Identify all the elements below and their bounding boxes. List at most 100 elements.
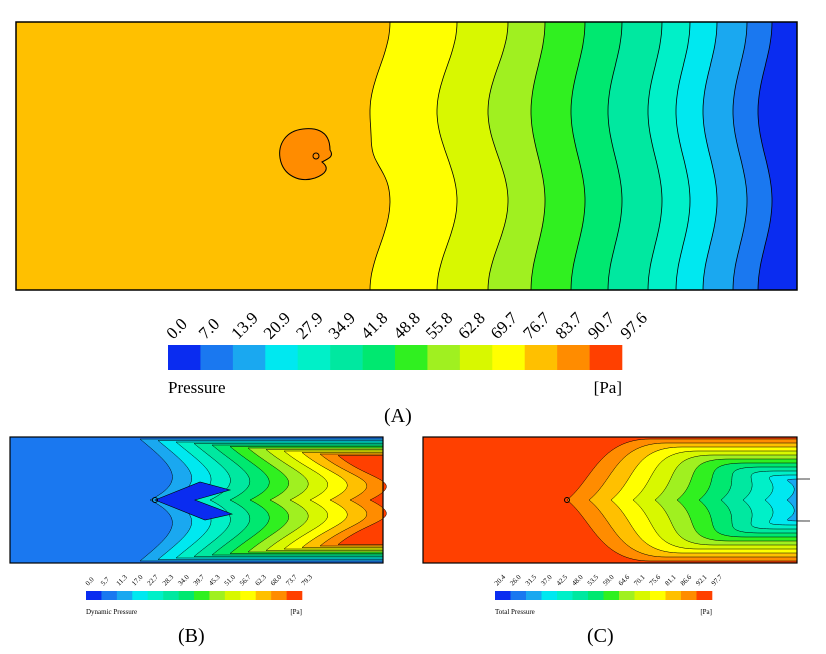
colorbar-tick-label: 45.3 (207, 573, 222, 588)
caption-b: (B) (178, 625, 205, 647)
colorbar-swatch (362, 345, 396, 370)
colorbar-tick-label: 20.9 (260, 308, 294, 342)
colorbar-swatch (286, 591, 303, 600)
colorbar-tick-label: 81.1 (663, 573, 678, 588)
colorbar-tick-label: 69.7 (487, 308, 522, 343)
colorbar-tick-label: 92.1 (694, 573, 709, 588)
colorbar-tick-label: 27.9 (292, 308, 326, 342)
colorbar-tick-label: 22.7 (146, 573, 161, 588)
plot-frame (422, 436, 798, 564)
colorbar-tick-label: 11.3 (115, 573, 129, 587)
colorbar-swatch (330, 345, 363, 370)
colorbar-swatch (101, 591, 118, 600)
contour-band (319, 453, 384, 547)
colorbar-tick-label: 64.6 (617, 573, 632, 588)
colorbar-tick-label: 70.1 (632, 573, 647, 588)
cylinder-low-velocity-region (154, 481, 234, 521)
colorbar-tick-label: 62.3 (254, 573, 269, 588)
colorbar-b: 0.0 5.7 11.3 17.0 22.7 28.3 34.0 39.7 45.3 51.0 56… (84, 573, 315, 616)
colorbar-title: Dynamic Pressure (86, 608, 137, 616)
colorbar-tick-label: 48.8 (389, 308, 423, 342)
colorbar-tick-label: 90.7 (584, 308, 619, 343)
colorbar-swatch (255, 591, 272, 600)
colorbar-swatch (147, 591, 164, 600)
colorbar-tick-label: 20.4 (493, 573, 508, 588)
colorbar-swatch (526, 591, 542, 600)
colorbar-swatch (589, 345, 623, 370)
caption-a: (A) (384, 405, 412, 427)
colorbar-swatch (116, 591, 133, 600)
colorbar-tick-label: 7.0 (195, 314, 223, 342)
plot-frame (9, 436, 384, 564)
colorbar-swatch (86, 591, 102, 600)
colorbar-tick-label: 0.0 (162, 314, 190, 342)
colorbar-tick-label: 97.6 (616, 308, 650, 342)
colorbar-tick-label: 55.8 (422, 308, 456, 342)
colorbar-swatch (427, 345, 461, 370)
colorbar-tick-label: 51.0 (223, 573, 238, 588)
colorbar-unit: [Pa] (290, 608, 302, 616)
colorbar-tick-label: 97.7 (710, 573, 725, 588)
colorbar-swatch (572, 591, 589, 600)
colorbar-swatch (232, 345, 266, 370)
colorbar-swatch (168, 345, 201, 370)
colorbar-tick-label: 48.0 (570, 573, 585, 588)
colorbar-tick-label: 31.5 (524, 573, 539, 588)
cylinder (152, 497, 158, 503)
colorbar-title: Total Pressure (495, 608, 535, 616)
colorbar-swatch (132, 591, 149, 600)
colorbar-tick-label: 62.8 (454, 308, 488, 342)
colorbar-swatch (395, 345, 428, 370)
colorbar-swatch (265, 345, 299, 370)
cylinder-wake-region (279, 128, 333, 181)
colorbar-tick-label: 42.5 (555, 573, 570, 588)
colorbar-tick-label: 34.0 (176, 573, 191, 588)
colorbar-tick-label: 26.0 (508, 573, 523, 588)
colorbar-tick-label: 13.9 (227, 308, 261, 342)
colorbar-swatch (541, 591, 558, 600)
colorbar-title: Pressure (168, 378, 226, 397)
colorbar-swatch (495, 591, 511, 600)
colorbar-c: 20.4 26.0 31.5 37.0 42.5 48.0 53.5 59.0 64.6 70.1… (493, 573, 725, 616)
colorbar-tick-label: 86.6 (679, 573, 694, 588)
colorbar-tick-label: 34.9 (325, 308, 359, 342)
contour-band (757, 21, 798, 291)
colorbar-tick-label: 75.6 (648, 573, 663, 588)
plot-frame (15, 21, 798, 291)
colorbar-swatch (459, 345, 493, 370)
colorbar-swatch (492, 345, 526, 370)
colorbar-swatch (634, 591, 651, 600)
colorbar-swatch (297, 345, 331, 370)
colorbar-swatch (557, 345, 590, 370)
colorbar-tick-label: 76.7 (519, 308, 554, 343)
colorbar-tick-label: 37.0 (539, 573, 554, 588)
cylinder (312, 152, 320, 160)
cylinder (564, 497, 570, 503)
colorbar-swatch (588, 591, 604, 600)
colorbar-tick-label: 83.7 (552, 308, 587, 343)
colorbar-tick-label: 5.7 (99, 575, 111, 587)
colorbar-tick-label: 79.3 (300, 573, 315, 588)
colorbar-unit: [Pa] (700, 608, 712, 616)
caption-c: (C) (587, 625, 614, 647)
colorbar-swatch (557, 591, 573, 600)
colorbar-swatch (240, 591, 257, 600)
colorbar-swatch (163, 591, 179, 600)
colorbar-swatch (194, 591, 210, 600)
colorbar-swatch (178, 591, 195, 600)
colorbar-tick-label: 59.0 (601, 573, 616, 588)
colorbar-swatch (681, 591, 697, 600)
colorbar-tick-label: 17.0 (130, 573, 145, 588)
colorbar-tick-label: 41.8 (357, 308, 391, 342)
colorbar-swatch (224, 591, 241, 600)
colorbar-swatch (271, 591, 287, 600)
colorbar-tick-label: 39.7 (192, 573, 207, 588)
colorbar-tick-label: 28.3 (161, 573, 176, 588)
contour-band (337, 455, 387, 545)
colorbar-tick-label: 0.0 (84, 575, 96, 587)
colorbar-a: 0.0 7.0 13.920.927.934.941.848.855.862.869… (162, 308, 650, 397)
colorbar-swatch (209, 591, 226, 600)
colorbar-swatch (510, 591, 527, 600)
